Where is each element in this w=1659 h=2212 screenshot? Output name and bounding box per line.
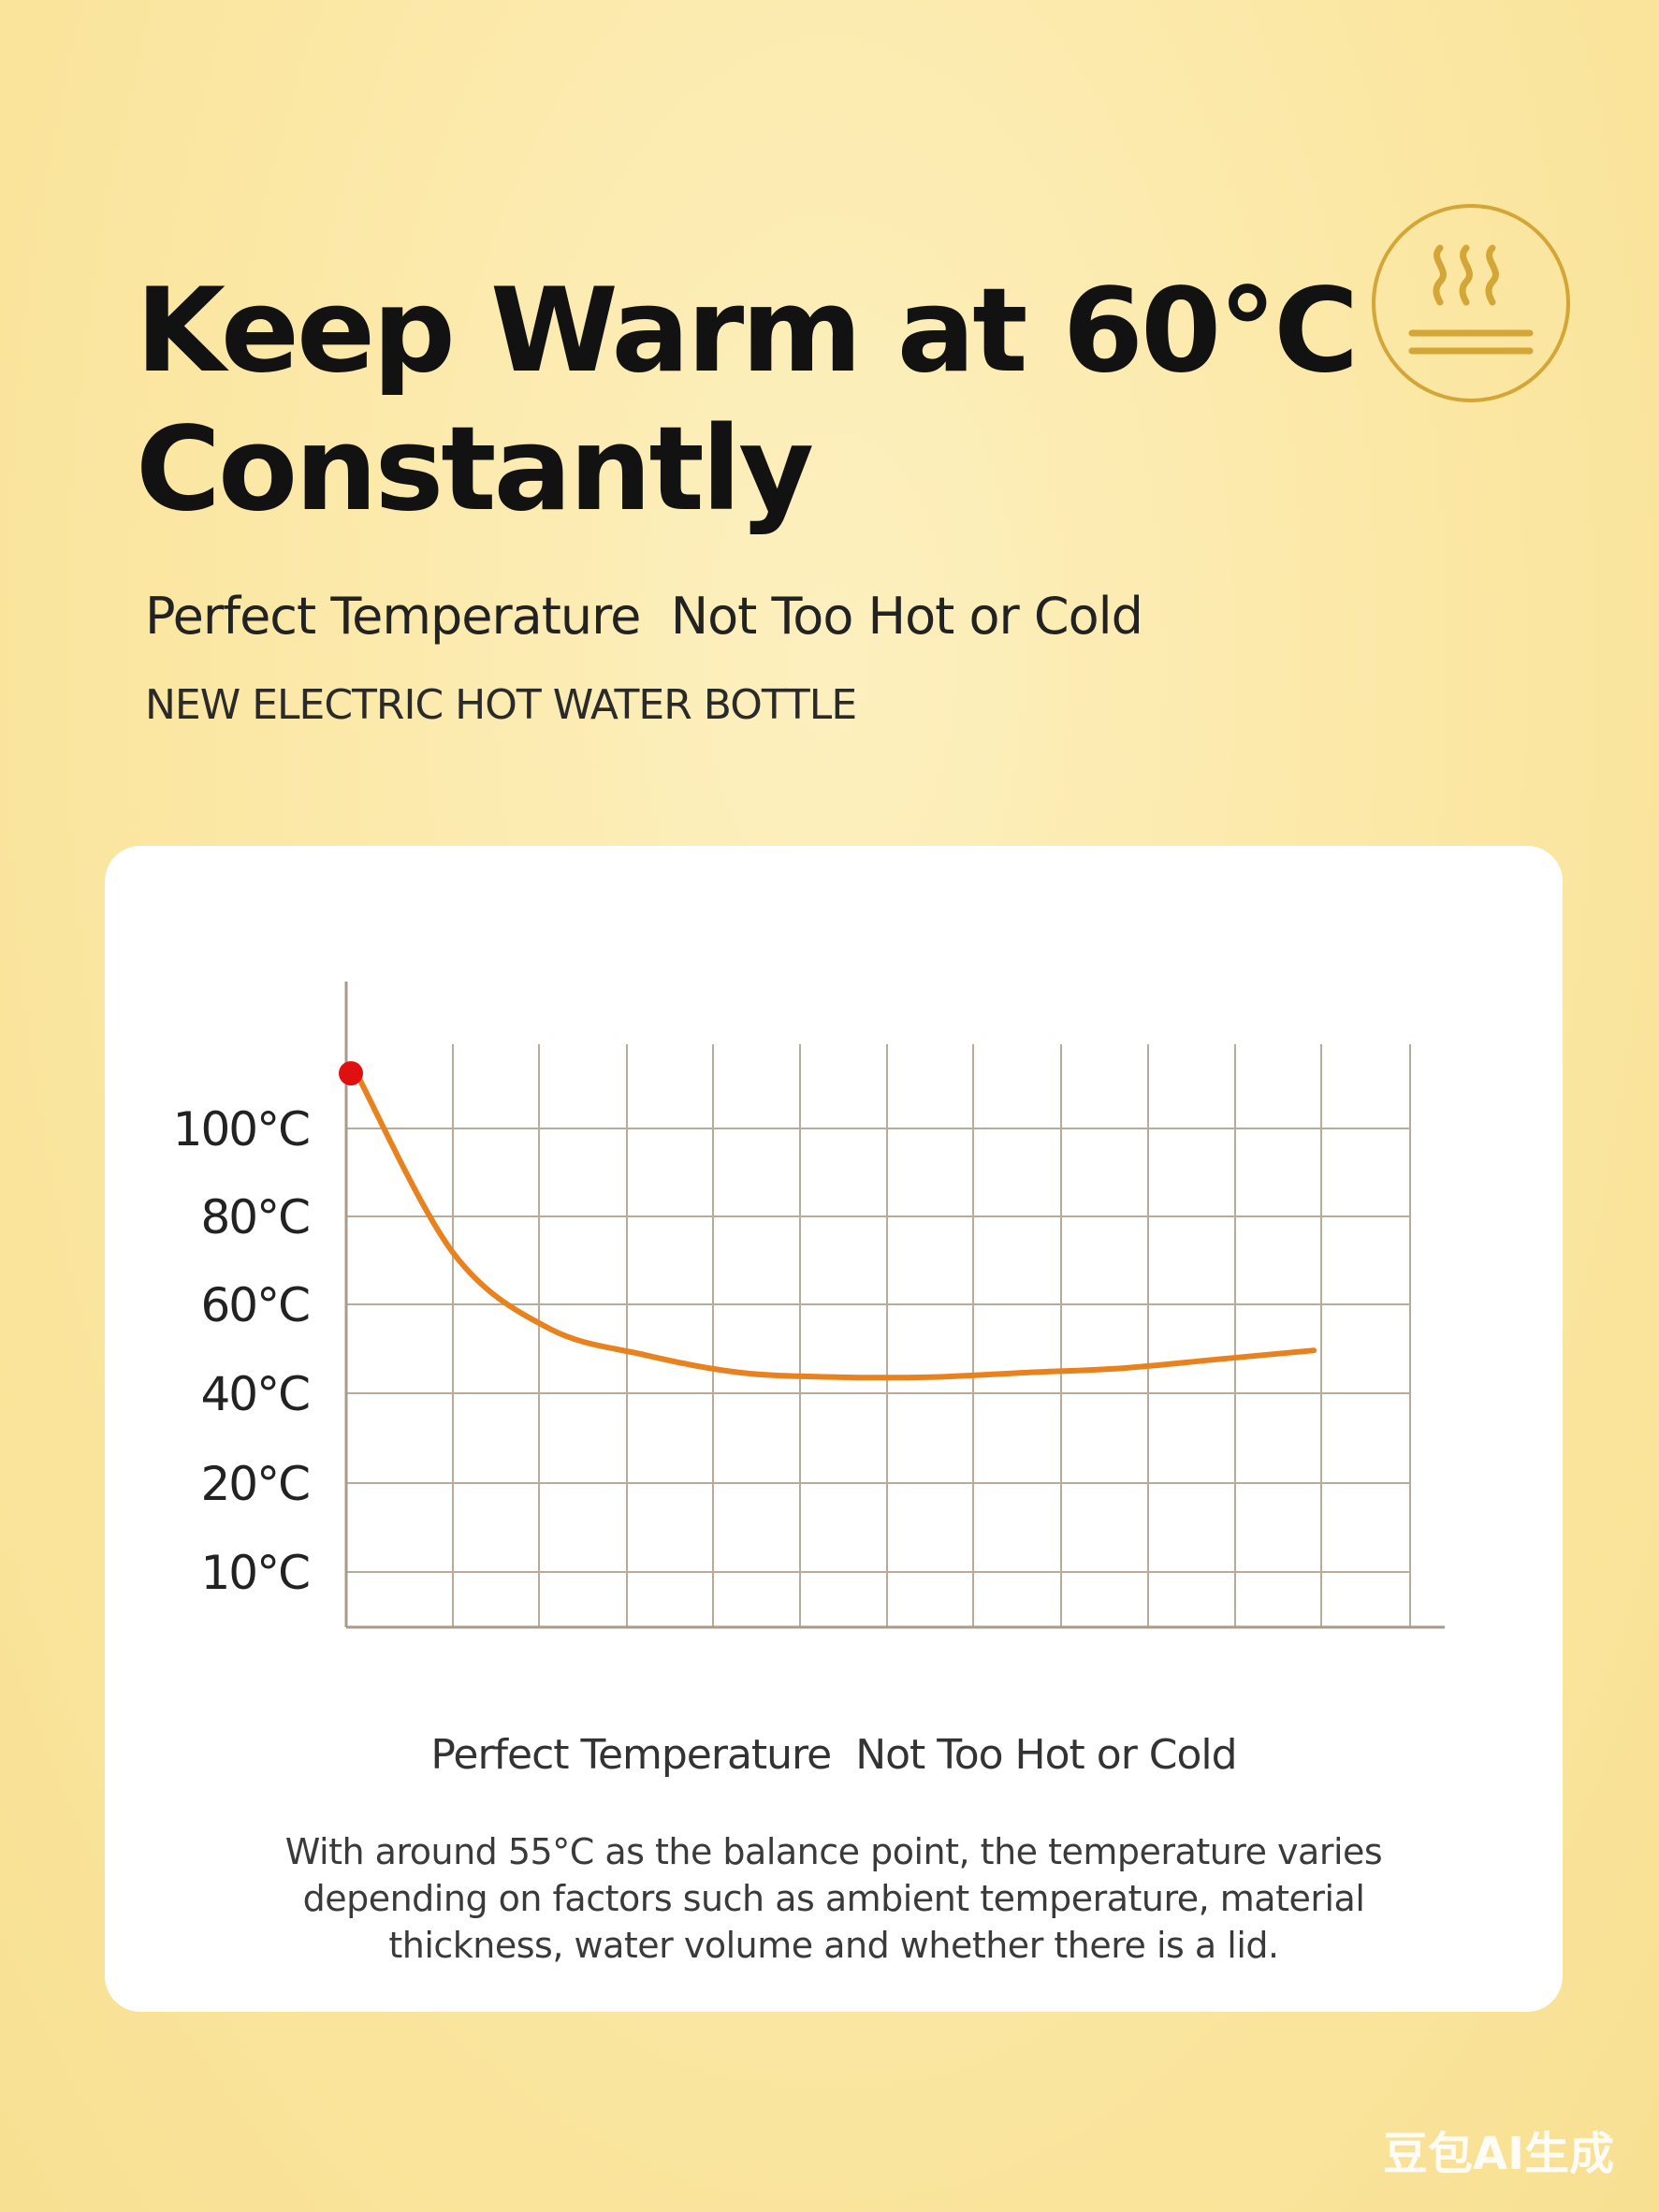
title-line-2: Constantly: [136, 402, 814, 537]
chart-note: With around 55°C as the balance point, t…: [284, 1831, 1383, 1966]
y-tick-label: 40°C: [200, 1367, 309, 1421]
y-tick-label: 60°C: [200, 1278, 309, 1332]
y-tick-label: 10°C: [200, 1546, 309, 1600]
temperature-chart: 100°C 80°C 60°C 40°C 20°C 10°C: [173, 982, 1445, 1629]
y-tick-label: 20°C: [200, 1457, 309, 1511]
y-tick-label: 80°C: [200, 1190, 309, 1244]
subtitle: Perfect Temperature Not Too Hot or Cold: [145, 587, 1143, 646]
product-tag: NEW ELECTRIC HOT WATER BOTTLE: [145, 681, 857, 729]
chart-axes: [344, 982, 1445, 1629]
steam-heat-icon: [1372, 204, 1570, 402]
chart-caption: Perfect Temperature Not Too Hot or Cold: [430, 1731, 1237, 1779]
start-point-marker: [339, 1061, 363, 1086]
ai-watermark: 豆包AI生成: [1383, 2128, 1615, 2180]
y-axis-tick-labels: 100°C 80°C 60°C 40°C 20°C 10°C: [173, 1102, 311, 1600]
chart-grid: [346, 1044, 1411, 1627]
title-line-1: Keep Warm at 60°C: [136, 264, 1359, 399]
page-title: Keep Warm at 60°C Constantly: [136, 262, 1359, 539]
temperature-curve: [355, 1072, 1317, 1381]
y-tick-label: 100°C: [173, 1102, 309, 1157]
chart-card: 100°C 80°C 60°C 40°C 20°C 10°C Perfect Temper…: [105, 846, 1563, 2012]
series-layer: [339, 1061, 1317, 1381]
